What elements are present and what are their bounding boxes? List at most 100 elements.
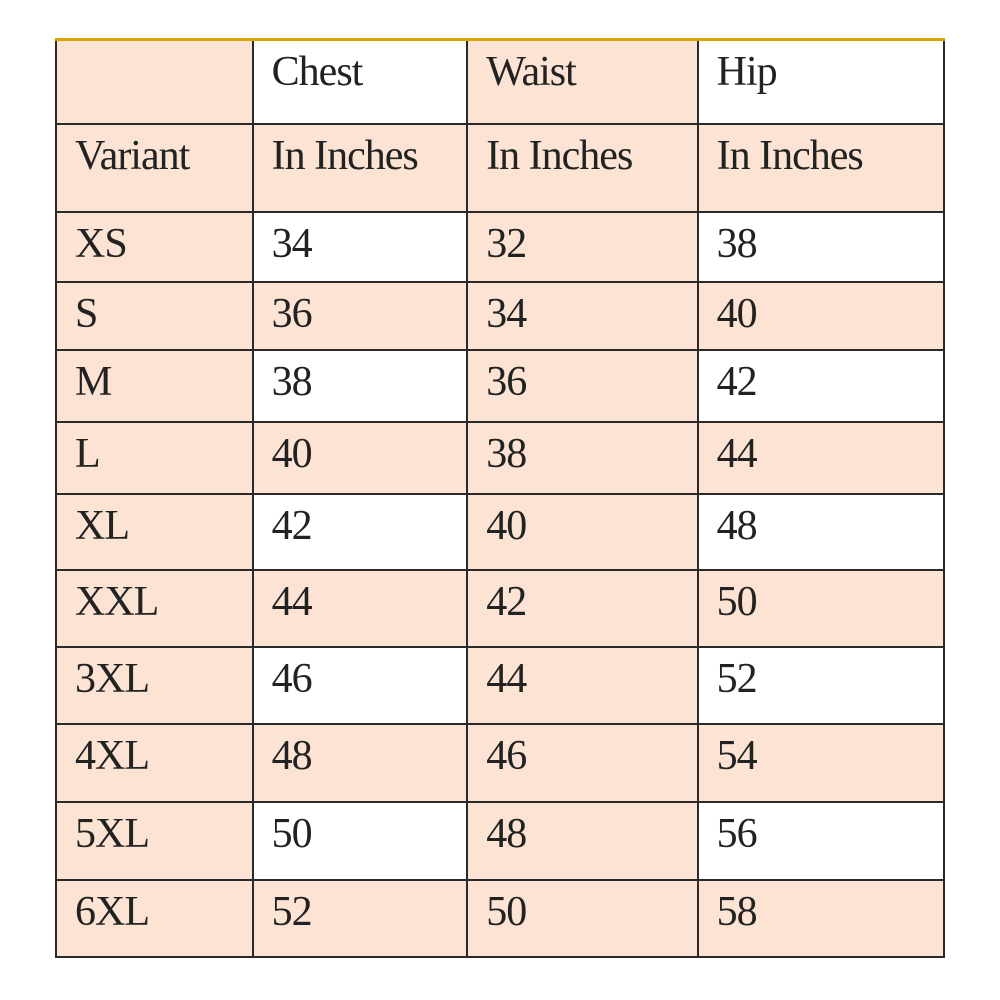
cell-hip: 38	[696, 210, 946, 283]
cell-chest: 48	[251, 722, 469, 803]
header-cell-waist-unit: In Inches	[466, 122, 699, 213]
cell-text: L	[75, 430, 101, 477]
cell-variant: XXL	[55, 568, 254, 648]
cell-text: 38	[271, 358, 313, 405]
table-row: S 36 34 40	[55, 280, 946, 351]
cell-text: 42	[716, 358, 758, 405]
cell-text: 34	[486, 290, 527, 337]
cell-waist: 34	[466, 280, 699, 351]
table-row: XXL 44 42 50	[55, 568, 946, 648]
cell-text: 40	[271, 430, 313, 477]
cell-text: 5XL	[75, 810, 150, 857]
table-row: 3XL 46 44 52	[55, 645, 946, 725]
table-row: 4XL 48 46 54	[55, 722, 946, 803]
cell-chest: 38	[251, 348, 469, 423]
header-row-units: Variant In Inches In Inches In Inches	[55, 122, 946, 213]
cell-chest: 52	[251, 878, 469, 958]
cell-waist: 42	[466, 568, 699, 648]
cell-text: 58	[716, 888, 758, 935]
header-cell-waist: Waist	[466, 38, 699, 125]
cell-waist: 44	[466, 645, 699, 725]
cell-variant: S	[55, 280, 254, 351]
header-text: Hip	[716, 49, 778, 95]
header-text: Chest	[271, 49, 364, 95]
cell-text: M	[75, 358, 112, 405]
cell-hip: 48	[696, 492, 946, 571]
header-cell-empty	[55, 38, 254, 125]
header-cell-chest-unit: In Inches	[251, 122, 469, 213]
cell-waist: 32	[466, 210, 699, 283]
cell-waist: 50	[466, 878, 699, 958]
cell-variant: XL	[55, 492, 254, 571]
cell-text: 3XL	[75, 655, 150, 702]
cell-text: 50	[716, 578, 758, 625]
cell-text: 44	[716, 430, 758, 477]
cell-text: 54	[716, 732, 758, 779]
cell-hip: 58	[696, 878, 946, 958]
cell-text: 42	[486, 578, 527, 625]
cell-chest: 42	[251, 492, 469, 571]
cell-text: XS	[75, 220, 128, 267]
cell-hip: 52	[696, 645, 946, 725]
cell-hip: 42	[696, 348, 946, 423]
cell-text: 38	[486, 430, 527, 477]
cell-variant: 5XL	[55, 800, 254, 881]
cell-hip: 50	[696, 568, 946, 648]
cell-text: 4XL	[75, 732, 150, 779]
cell-hip: 44	[696, 420, 946, 495]
header-cell-hip-unit: In Inches	[696, 122, 946, 213]
size-chart-table: Chest Waist Hip Variant In Inches In Inc…	[55, 38, 946, 958]
cell-text: S	[75, 290, 98, 337]
table-row: 6XL 52 50 58	[55, 878, 946, 958]
cell-text: 52	[271, 888, 313, 935]
cell-variant: XS	[55, 210, 254, 283]
header-text	[75, 41, 252, 51]
header-row-measurement: Chest Waist Hip	[55, 38, 946, 125]
header-text: Waist	[486, 49, 577, 95]
cell-text: 52	[716, 655, 758, 702]
header-cell-chest: Chest	[251, 38, 469, 125]
table-row: 5XL 50 48 56	[55, 800, 946, 881]
header-cell-hip: Hip	[696, 38, 946, 125]
cell-variant: 3XL	[55, 645, 254, 725]
cell-text: 40	[716, 290, 758, 337]
cell-hip: 54	[696, 722, 946, 803]
cell-text: 48	[486, 810, 527, 857]
table-row: XS 34 32 38	[55, 210, 946, 283]
cell-text: 50	[271, 810, 313, 857]
cell-text: 46	[271, 655, 313, 702]
header-text: In Inches	[716, 132, 864, 179]
cell-hip: 40	[696, 280, 946, 351]
header-text: Variant	[75, 132, 190, 179]
cell-hip: 56	[696, 800, 946, 881]
cell-text: 34	[271, 220, 313, 267]
cell-chest: 50	[251, 800, 469, 881]
cell-text: 48	[271, 732, 313, 779]
cell-text: 48	[716, 502, 758, 549]
cell-text: 44	[486, 655, 527, 702]
cell-chest: 36	[251, 280, 469, 351]
cell-text: 6XL	[75, 888, 150, 935]
header-text: In Inches	[486, 132, 633, 179]
cell-waist: 38	[466, 420, 699, 495]
cell-text: 40	[486, 502, 527, 549]
cell-chest: 44	[251, 568, 469, 648]
cell-waist: 48	[466, 800, 699, 881]
header-cell-variant: Variant	[55, 122, 254, 213]
cell-text: 36	[486, 358, 527, 405]
cell-text: 46	[486, 732, 527, 779]
cell-waist: 46	[466, 722, 699, 803]
cell-variant: M	[55, 348, 254, 423]
cell-waist: 40	[466, 492, 699, 571]
cell-waist: 36	[466, 348, 699, 423]
cell-variant: L	[55, 420, 254, 495]
cell-text: XL	[75, 502, 130, 549]
cell-text: XXL	[75, 578, 159, 625]
cell-text: 36	[271, 290, 313, 337]
table-row: L 40 38 44	[55, 420, 946, 495]
header-text: In Inches	[271, 132, 419, 179]
table-row: XL 42 40 48	[55, 492, 946, 571]
cell-variant: 4XL	[55, 722, 254, 803]
cell-text: 56	[716, 810, 758, 857]
cell-text: 38	[716, 220, 758, 267]
